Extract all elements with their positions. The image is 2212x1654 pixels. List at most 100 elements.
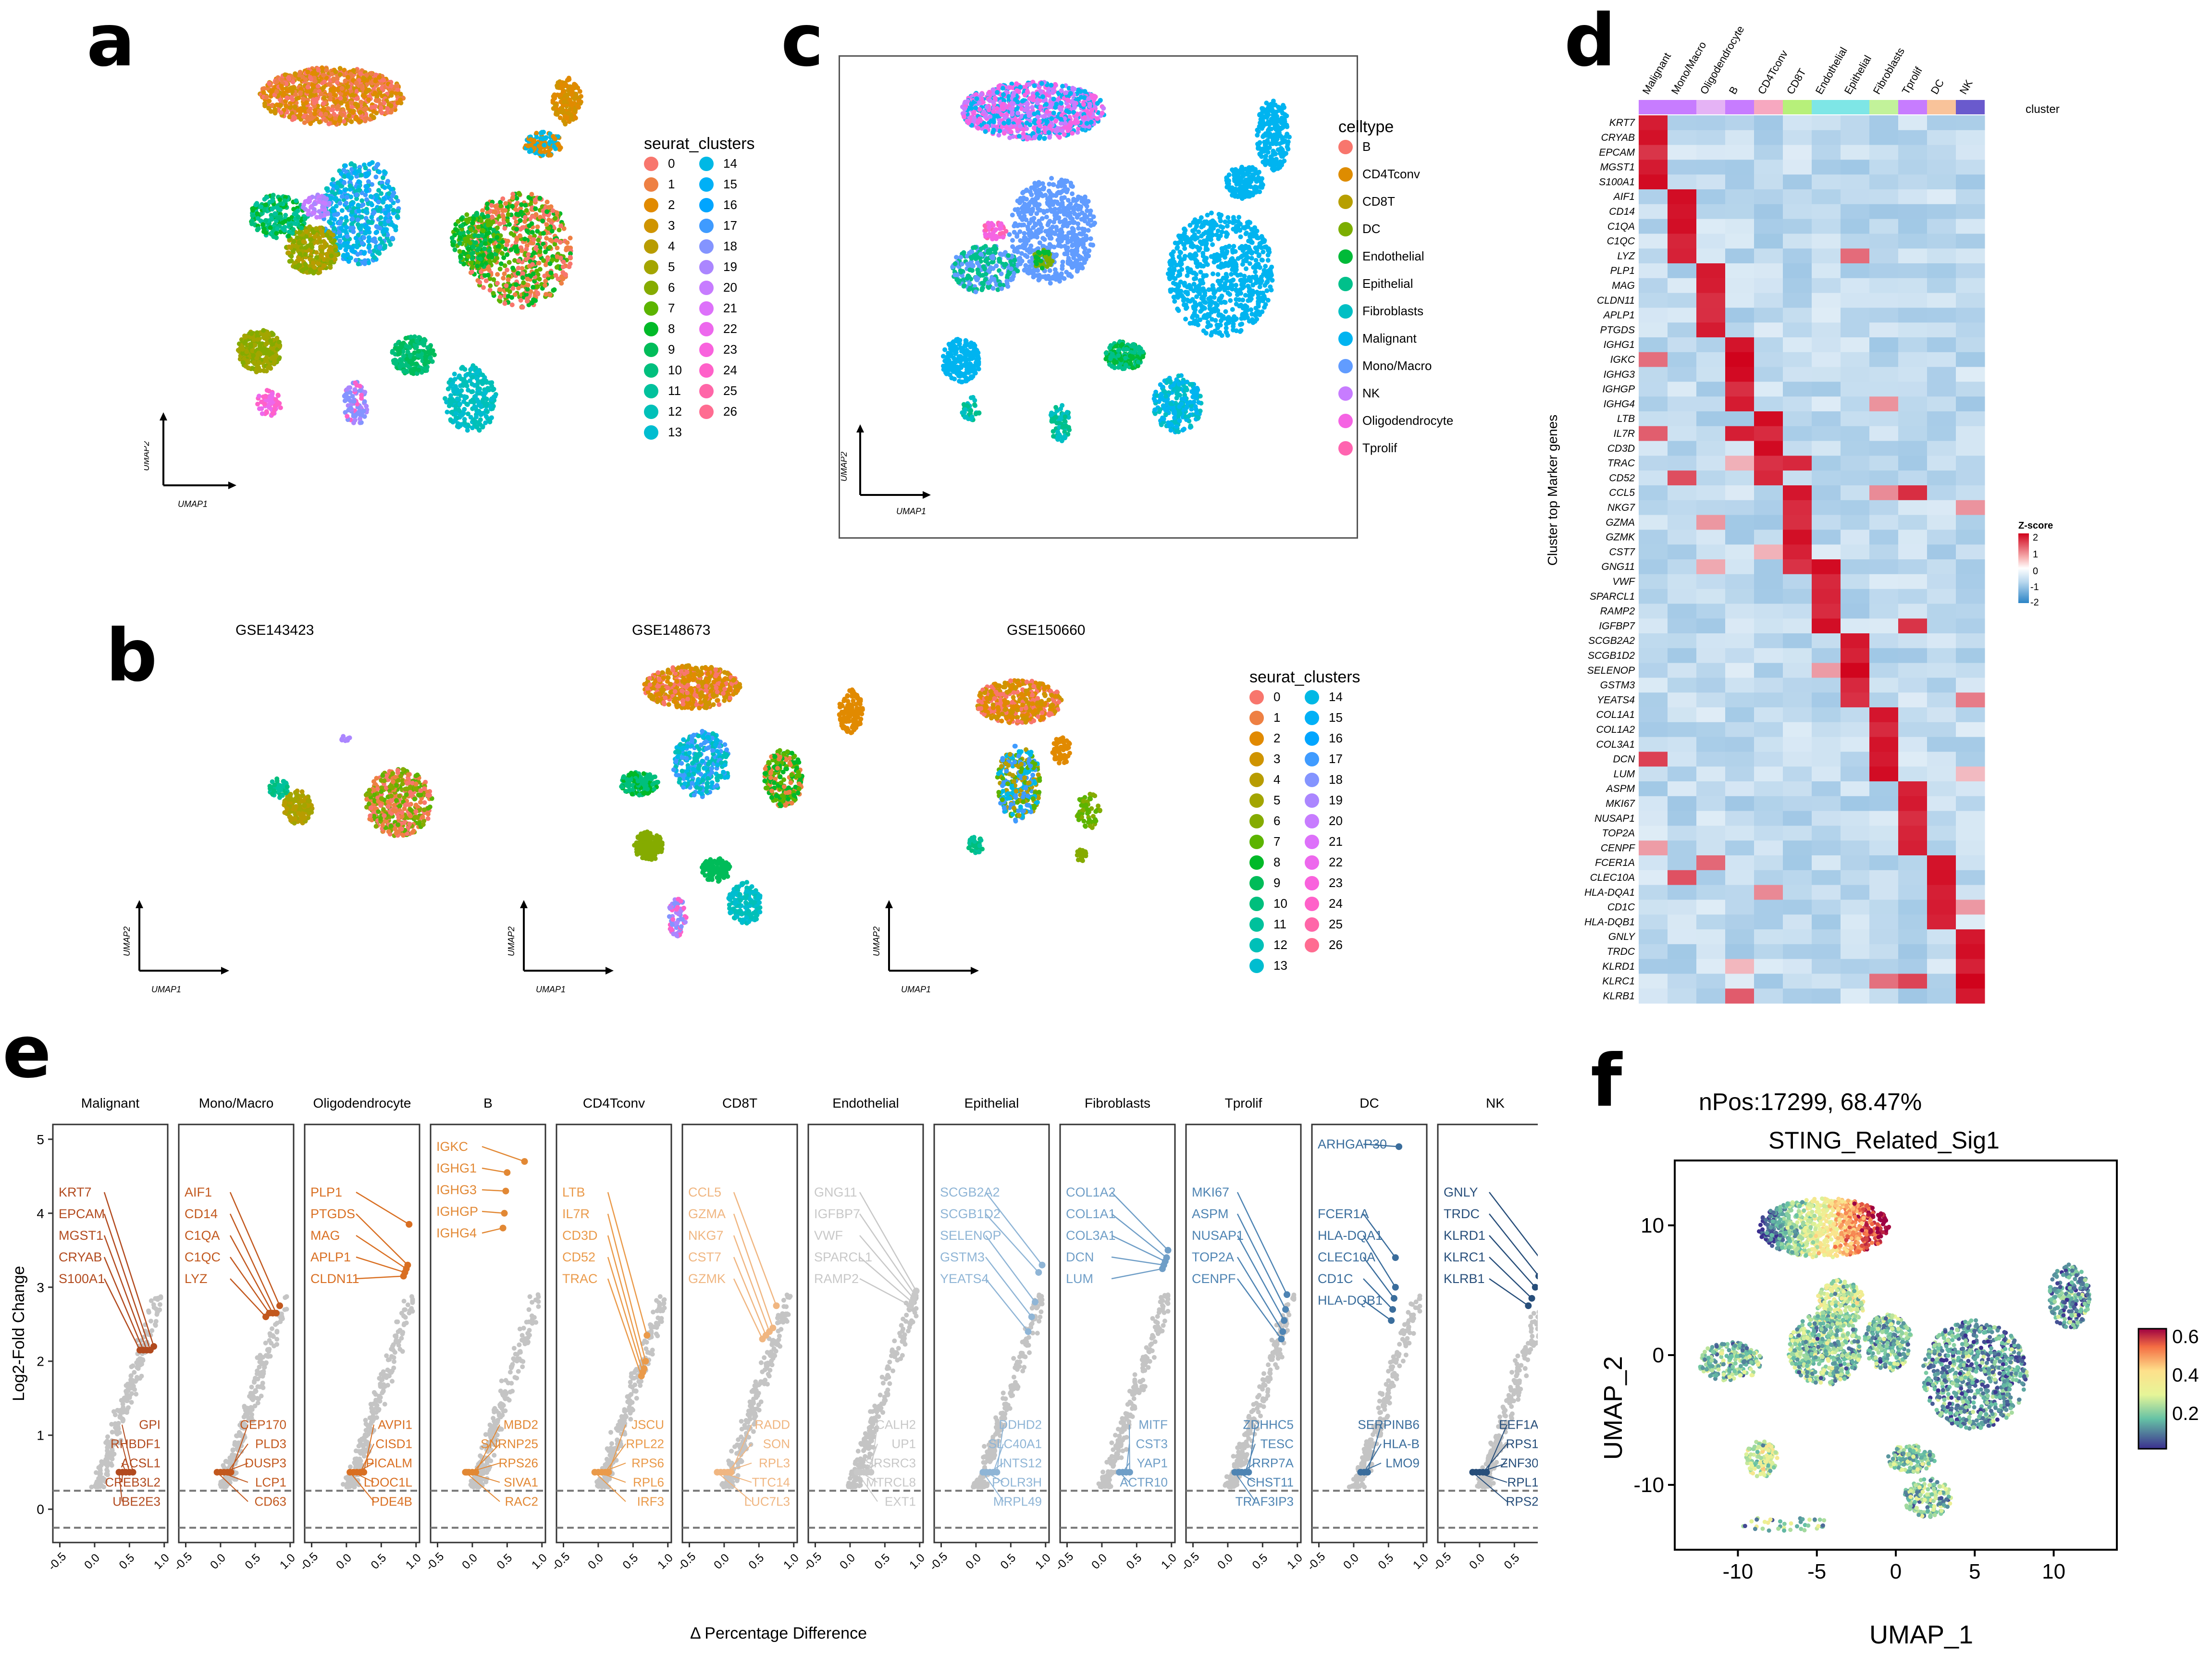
umap-point <box>458 376 464 382</box>
umap-point <box>308 75 313 80</box>
umap-point <box>243 339 248 344</box>
umap-point <box>476 224 481 230</box>
umap-point <box>270 207 275 212</box>
umap-point <box>378 205 383 210</box>
umap-point <box>485 210 490 215</box>
umap-point <box>316 67 321 73</box>
umap-point <box>467 216 472 222</box>
umap-point <box>262 208 267 213</box>
umap-point <box>317 225 322 231</box>
umap-point <box>488 259 493 265</box>
umap-point <box>373 230 379 235</box>
umap-point <box>362 261 368 266</box>
umap-point <box>284 95 290 100</box>
legend-a-item: 4 <box>644 239 675 254</box>
umap-point <box>376 199 381 205</box>
umap-point <box>357 188 362 193</box>
umap-point <box>514 248 519 254</box>
umap-point <box>477 368 482 373</box>
umap-point <box>299 225 304 231</box>
umap-point <box>573 115 578 121</box>
umap-point <box>383 170 388 175</box>
umap-point <box>391 808 396 813</box>
umap-point <box>293 92 298 97</box>
umap-point <box>389 93 394 98</box>
umap-point <box>263 218 269 223</box>
umap-point <box>273 397 278 402</box>
umap-point <box>519 210 524 215</box>
umap-point <box>348 255 353 260</box>
umap-point <box>445 386 451 392</box>
umap-point <box>356 208 361 213</box>
umap-point <box>264 351 269 356</box>
umap-point <box>544 292 548 297</box>
umap-point <box>260 411 265 416</box>
umap-point <box>286 229 292 235</box>
umap-point <box>514 282 519 287</box>
umap-point <box>353 258 358 263</box>
umap-point <box>377 169 382 174</box>
umap-point <box>380 229 385 235</box>
umap-point <box>420 815 425 820</box>
umap-point <box>484 401 489 406</box>
umap-point <box>321 95 327 100</box>
umap-point <box>510 204 515 209</box>
legend-label: 20 <box>723 280 737 295</box>
umap-point <box>264 388 270 393</box>
umap-point <box>396 829 401 834</box>
umap-point <box>371 210 377 215</box>
umap-point <box>462 395 467 400</box>
umap-point <box>452 371 457 377</box>
umap-point <box>299 789 305 794</box>
legend-a-item: 24 <box>699 363 737 378</box>
umap-point <box>297 240 302 246</box>
legend-a-item: 25 <box>699 383 737 398</box>
legend-a-item: 14 <box>699 156 737 171</box>
umap-point <box>385 179 391 184</box>
umap-point <box>325 211 331 216</box>
umap-point <box>251 337 257 343</box>
umap-point <box>537 196 543 201</box>
umap-point <box>371 779 376 784</box>
umap-point <box>457 235 463 241</box>
umap-point <box>297 70 303 75</box>
umap-point <box>470 256 475 261</box>
umap-point <box>313 226 319 231</box>
umap-point <box>369 71 374 76</box>
umap-point <box>344 200 349 206</box>
umap-point <box>568 235 573 241</box>
umap-point <box>546 205 551 210</box>
umap-point <box>541 231 546 236</box>
umap-point <box>563 272 568 277</box>
umap-point <box>292 816 297 822</box>
umap-point <box>483 414 489 419</box>
umap-point <box>491 277 496 282</box>
umap-point <box>408 792 414 797</box>
umap-point <box>256 351 261 357</box>
umap-point <box>364 223 369 229</box>
umap-point <box>284 784 290 790</box>
umap-point <box>469 366 474 371</box>
umap-point <box>568 251 573 256</box>
umap-point <box>401 353 406 358</box>
umap-point <box>366 260 371 265</box>
legend-label: 23 <box>723 342 737 357</box>
umap-point <box>261 394 266 399</box>
umap-point <box>510 192 516 197</box>
umap-point <box>274 402 280 407</box>
umap-point <box>317 199 322 204</box>
umap-point <box>338 225 344 231</box>
umap-point <box>362 76 367 81</box>
umap-point <box>299 246 305 251</box>
umap-point <box>317 267 322 272</box>
umap-point <box>345 84 350 89</box>
umap-point <box>423 357 428 362</box>
umap-point <box>260 222 266 227</box>
umap-point <box>555 246 560 250</box>
umap-point <box>333 116 338 121</box>
umap-point <box>346 736 351 741</box>
umap-point <box>453 411 458 416</box>
umap-point <box>535 290 540 296</box>
umap-point <box>337 221 342 226</box>
umap-point <box>498 261 504 266</box>
